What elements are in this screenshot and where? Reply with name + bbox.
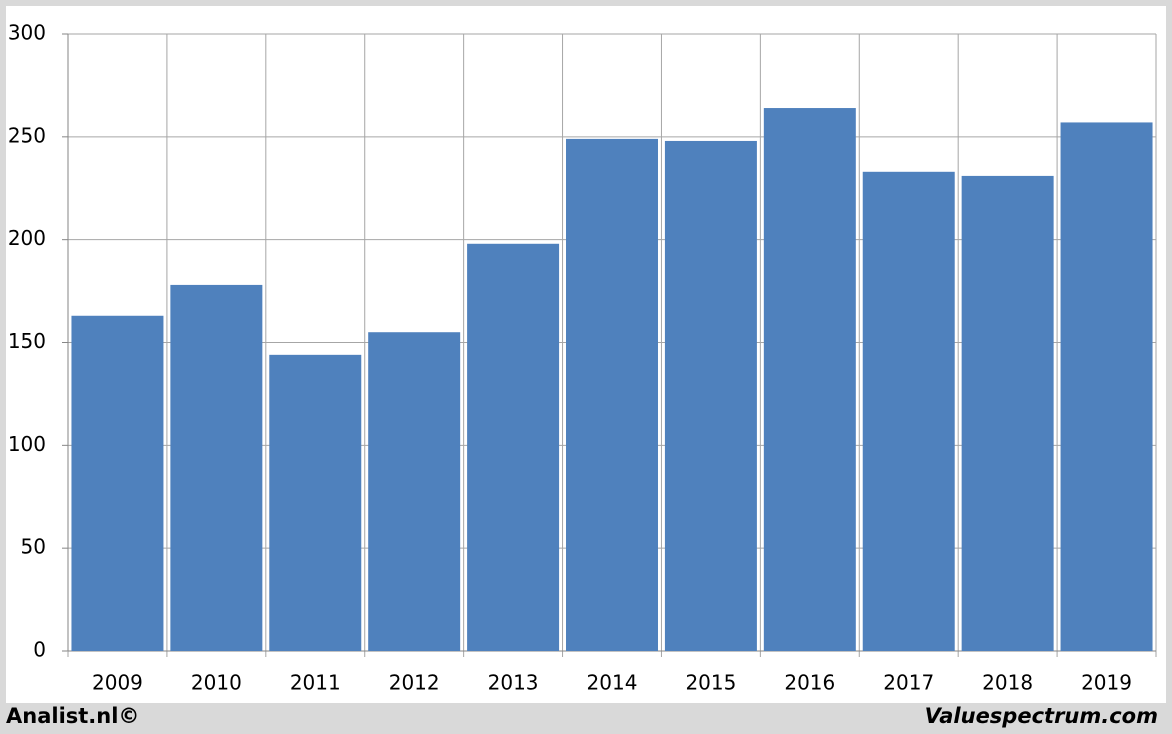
bar	[170, 284, 263, 651]
bar	[1060, 122, 1153, 652]
x-tick-label: 2009	[92, 671, 143, 695]
y-tick-label: 100	[8, 432, 46, 456]
x-tick-label: 2014	[587, 671, 638, 695]
x-tick-label: 2015	[685, 671, 736, 695]
x-tick-label: 2018	[982, 671, 1033, 695]
y-tick-label: 150	[8, 329, 46, 353]
bar	[368, 332, 461, 651]
bar	[763, 108, 856, 652]
y-tick-label: 0	[33, 638, 46, 662]
x-tick-label: 2017	[883, 671, 934, 695]
x-tick-label: 2016	[784, 671, 835, 695]
footer-right: Valuespectrum.com	[925, 704, 1158, 728]
y-tick-label: 200	[8, 226, 46, 250]
bar	[269, 354, 362, 651]
y-tick-label: 250	[8, 123, 46, 147]
y-tick-label: 50	[21, 535, 46, 559]
bar	[961, 175, 1054, 651]
x-tick-label: 2010	[191, 671, 242, 695]
x-tick-label: 2011	[290, 671, 341, 695]
footer-left: Analist.nl©	[6, 704, 139, 728]
bar	[664, 140, 757, 652]
x-tick-label: 2013	[488, 671, 539, 695]
x-tick-label: 2019	[1081, 671, 1132, 695]
bar	[566, 138, 658, 651]
bar	[862, 171, 955, 651]
x-tick-label: 2012	[389, 671, 440, 695]
bar	[71, 315, 164, 651]
bar	[467, 243, 560, 651]
y-tick-label: 300	[8, 21, 46, 45]
